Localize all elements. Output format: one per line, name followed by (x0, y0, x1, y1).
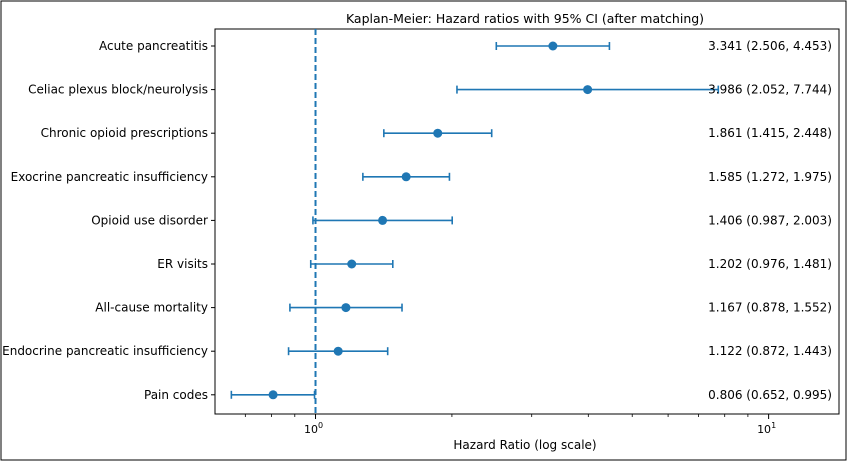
value-label: 1.585 (1.272, 1.975) (708, 170, 832, 184)
y-category-label: Acute pancreatitis (99, 39, 208, 53)
point-estimate (433, 128, 443, 138)
point-estimate (401, 172, 411, 182)
value-label: 1.861 (1.415, 2.448) (708, 126, 832, 140)
value-label: 3.341 (2.506, 4.453) (708, 39, 832, 53)
y-category-label: Celiac plexus block/neurolysis (28, 83, 208, 97)
plot-area-frame (214, 28, 840, 415)
y-category-label: ER visits (157, 257, 208, 271)
point-estimate (268, 390, 278, 400)
y-category-label: Pain codes (144, 388, 208, 402)
y-category-label: All-cause mortality (95, 301, 208, 315)
chart-title: Kaplan-Meier: Hazard ratios with 95% CI … (346, 11, 704, 26)
value-label: 1.202 (0.976, 1.481) (708, 257, 832, 271)
point-estimate (333, 346, 343, 356)
point-estimate (548, 41, 558, 51)
value-label: 0.806 (0.652, 0.995) (708, 388, 832, 402)
value-label: 1.167 (0.878, 1.552) (708, 301, 832, 315)
point-estimate (583, 85, 593, 95)
y-category-label: Exocrine pancreatic insufficiency (11, 170, 208, 184)
y-category-label: Endocrine pancreatic insufficiency (2, 344, 208, 358)
y-category-label: Opioid use disorder (91, 213, 208, 227)
y-category-label: Chronic opioid prescriptions (41, 126, 208, 140)
value-label: 3.986 (2.052, 7.744) (708, 83, 832, 97)
value-label: 1.122 (0.872, 1.443) (708, 344, 832, 358)
point-estimate (341, 303, 351, 313)
point-estimate (378, 215, 388, 225)
value-label: 1.406 (0.987, 2.003) (708, 213, 832, 227)
point-estimate (347, 259, 357, 269)
x-axis-label: Hazard Ratio (log scale) (453, 438, 596, 452)
